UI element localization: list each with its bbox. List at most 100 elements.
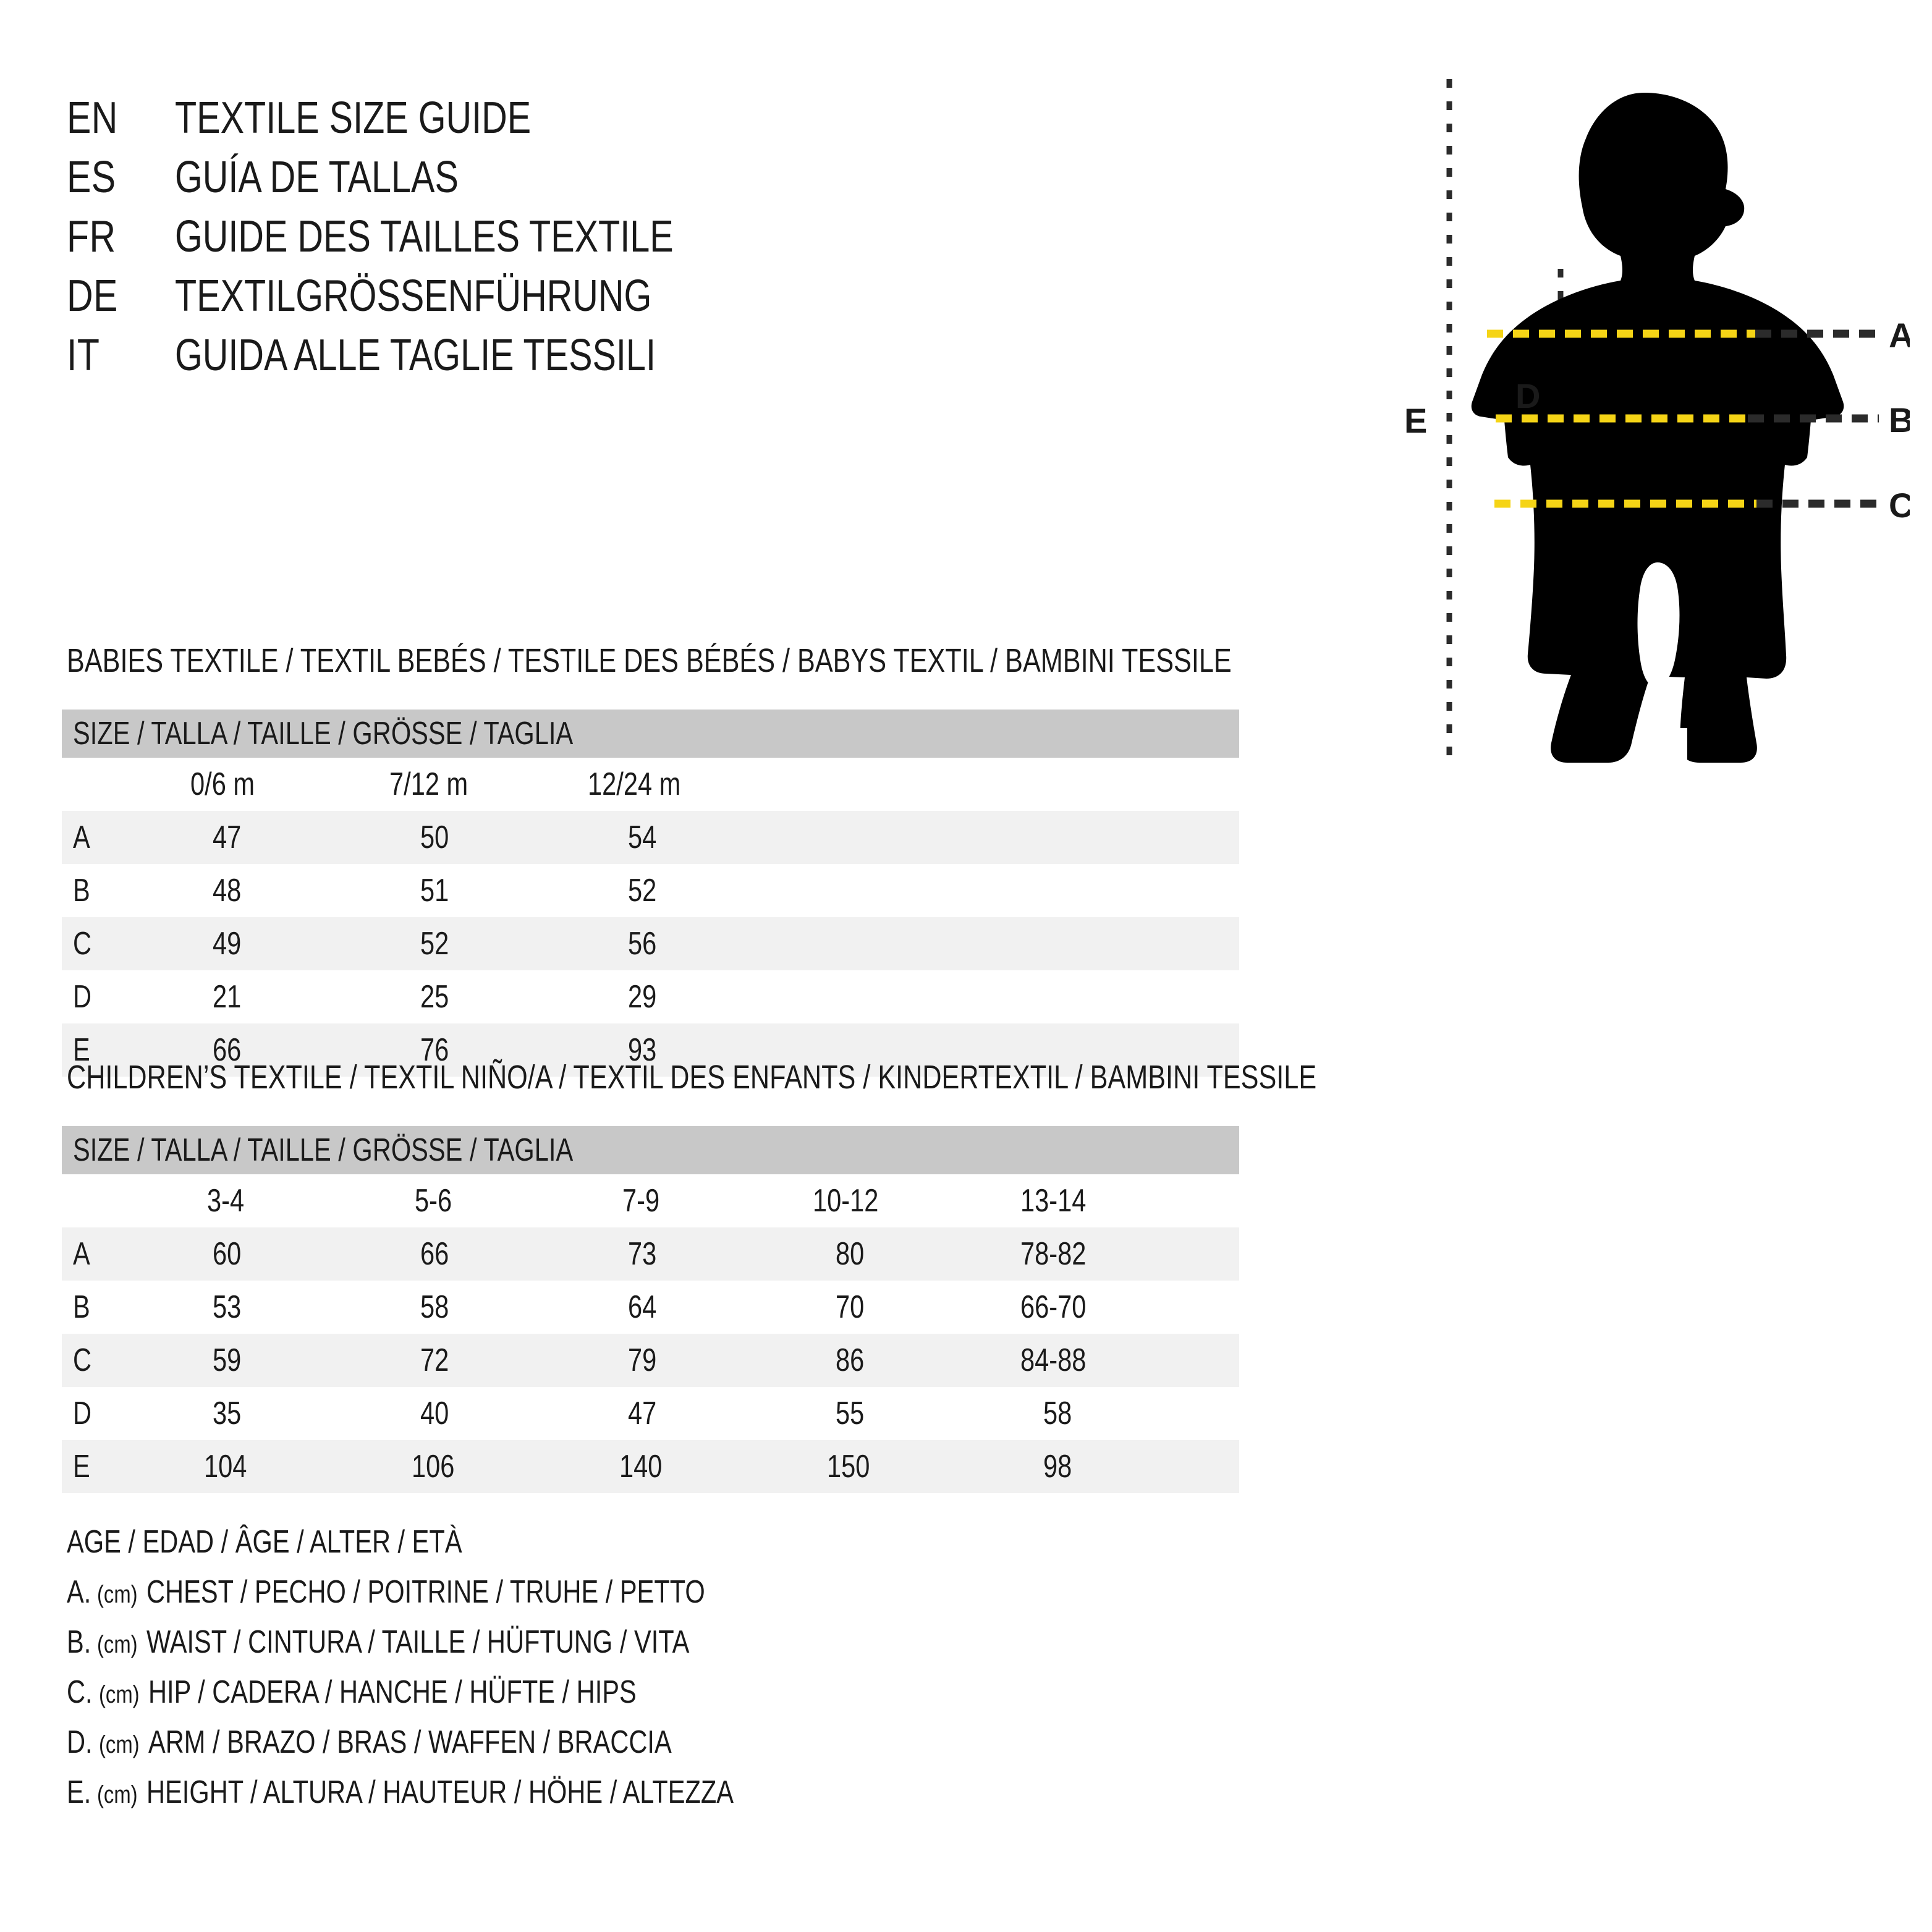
table-cell: 60	[213, 1236, 242, 1272]
figure-label-b: B	[1889, 400, 1910, 439]
table-row: A 60 66 73 80 78-82	[62, 1227, 1239, 1281]
legend-item-b: B. (cm) WAIST / CINTURA / TAILLE / HÜFTU…	[67, 1624, 690, 1660]
table-cell: 66	[420, 1236, 449, 1272]
table-cell: 76	[420, 1032, 449, 1068]
babies-column-header: 7/12 m	[389, 766, 468, 802]
language-code-fr: FR	[67, 212, 116, 261]
table-cell: 70	[836, 1289, 865, 1325]
table-cell: 29	[628, 979, 657, 1015]
babies-column-header: 0/6 m	[190, 766, 255, 802]
legend-item-e: E. (cm) HEIGHT / ALTURA / HAUTEUR / HÖHE…	[67, 1774, 734, 1810]
table-cell: 66-70	[1020, 1289, 1086, 1325]
language-row-it: IT GUIDA ALLE TAGLIE TESSILI	[67, 330, 932, 389]
figure-label-c: C	[1889, 486, 1910, 525]
table-cell: 35	[213, 1396, 242, 1431]
children-column-header: 3-4	[207, 1183, 245, 1219]
row-key: E	[73, 1032, 90, 1068]
language-title-de: TEXTILGRÖSSENFÜHRUNG	[175, 271, 652, 321]
table-cell: 98	[1043, 1449, 1072, 1485]
table-row: E 66 76 93	[62, 1023, 1239, 1077]
table-cell: 51	[420, 873, 449, 909]
language-row-fr: FR GUIDE DES TAILLES TEXTILE	[67, 211, 932, 271]
table-cell: 79	[628, 1342, 657, 1378]
row-key: C	[73, 1342, 92, 1378]
table-cell: 150	[826, 1449, 870, 1485]
children-section-title: CHILDREN’S TEXTILE / TEXTIL NIÑO/A / TEX…	[67, 1059, 1317, 1096]
measurement-legend: AGE / EDAD / ÂGE / ALTER / ETÀ A. (cm) C…	[67, 1523, 1117, 1824]
table-cell: 49	[213, 926, 242, 962]
table-cell: 53	[213, 1289, 242, 1325]
language-code-es: ES	[67, 153, 116, 202]
table-cell: 56	[628, 926, 657, 962]
legend-age-line: AGE / EDAD / ÂGE / ALTER / ETÀ	[67, 1524, 462, 1560]
children-column-header: 13-14	[1020, 1183, 1086, 1219]
language-title-fr: GUIDE DES TAILLES TEXTILE	[175, 212, 674, 261]
children-column-header: 5-6	[415, 1183, 452, 1219]
language-title-it: GUIDA ALLE TAGLIE TESSILI	[175, 331, 656, 380]
table-cell: 47	[628, 1396, 657, 1431]
row-key: A	[73, 820, 90, 855]
table-row: B 48 51 52	[62, 864, 1239, 917]
language-code-de: DE	[67, 271, 118, 321]
table-cell: 50	[420, 820, 449, 855]
table-cell: 59	[213, 1342, 242, 1378]
table-cell: 25	[420, 979, 449, 1015]
figure-label-d: D	[1515, 376, 1540, 415]
table-cell: 106	[411, 1449, 455, 1485]
row-key: B	[73, 873, 90, 909]
row-key: B	[73, 1289, 90, 1325]
legend-item-c: C. (cm) HIP / CADERA / HANCHE / HÜFTE / …	[67, 1674, 637, 1710]
babies-table-band-header: SIZE / TALLA / TAILLE / GRÖSSE / TAGLIA	[62, 710, 1239, 758]
table-cell: 52	[420, 926, 449, 962]
row-key: A	[73, 1236, 90, 1272]
legend-item-d: D. (cm) ARM / BRAZO / BRAS / WAFFEN / BR…	[67, 1724, 672, 1760]
table-cell: 93	[628, 1032, 657, 1068]
language-title-es: GUÍA DE TALLAS	[175, 153, 459, 202]
table-cell: 86	[836, 1342, 865, 1378]
table-cell: 54	[628, 820, 657, 855]
row-key: C	[73, 926, 92, 962]
table-row: A 47 50 54	[62, 811, 1239, 864]
table-cell: 80	[836, 1236, 865, 1272]
children-size-table: SIZE / TALLA / TAILLE / GRÖSSE / TAGLIA …	[62, 1126, 1239, 1493]
table-cell: 66	[213, 1032, 242, 1068]
babies-column-header-row: 0/6 m 7/12 m 12/24 m	[62, 758, 1239, 811]
language-header: EN TEXTILE SIZE GUIDE ES GUÍA DE TALLAS …	[67, 93, 932, 389]
language-row-en: EN TEXTILE SIZE GUIDE	[67, 93, 932, 152]
table-cell: 52	[628, 873, 657, 909]
legend-item-a: A. (cm) CHEST / PECHO / POITRINE / TRUHE…	[67, 1574, 705, 1610]
figure-label-a: A	[1889, 316, 1910, 355]
table-cell: 140	[619, 1449, 663, 1485]
child-silhouette-icon	[1471, 93, 1844, 763]
table-cell: 104	[203, 1449, 247, 1485]
table-row: E 104 106 140 150 98	[62, 1440, 1239, 1493]
table-cell: 47	[213, 820, 242, 855]
table-row: C 59 72 79 86 84-88	[62, 1334, 1239, 1387]
table-cell: 58	[1043, 1396, 1072, 1431]
row-key: E	[73, 1449, 90, 1485]
row-key: D	[73, 979, 92, 1015]
table-cell: 21	[213, 979, 242, 1015]
table-cell: 72	[420, 1342, 449, 1378]
table-cell: 73	[628, 1236, 657, 1272]
children-column-header-row: 3-4 5-6 7-9 10-12 13-14	[62, 1174, 1239, 1227]
table-row: B 53 58 64 70 66-70	[62, 1281, 1239, 1334]
language-title-en: TEXTILE SIZE GUIDE	[175, 93, 532, 143]
babies-size-table: SIZE / TALLA / TAILLE / GRÖSSE / TAGLIA …	[62, 710, 1239, 1077]
table-cell: 58	[420, 1289, 449, 1325]
table-cell: 84-88	[1020, 1342, 1086, 1378]
table-row: C 49 52 56	[62, 917, 1239, 970]
children-table-band-header: SIZE / TALLA / TAILLE / GRÖSSE / TAGLIA	[62, 1126, 1239, 1174]
table-cell: 48	[213, 873, 242, 909]
measurement-diagram: A B C D E	[1378, 74, 1910, 766]
table-row: D 21 25 29	[62, 970, 1239, 1023]
babies-section-title: BABIES TEXTILE / TEXTIL BEBÉS / TESTILE …	[67, 642, 1232, 679]
table-cell: 64	[628, 1289, 657, 1325]
children-column-header: 7-9	[622, 1183, 660, 1219]
table-cell: 40	[420, 1396, 449, 1431]
table-cell: 78-82	[1020, 1236, 1086, 1272]
language-code-en: EN	[67, 93, 118, 143]
row-key: D	[73, 1396, 92, 1431]
figure-label-e: E	[1404, 401, 1427, 440]
babies-column-header: 12/24 m	[588, 766, 681, 802]
